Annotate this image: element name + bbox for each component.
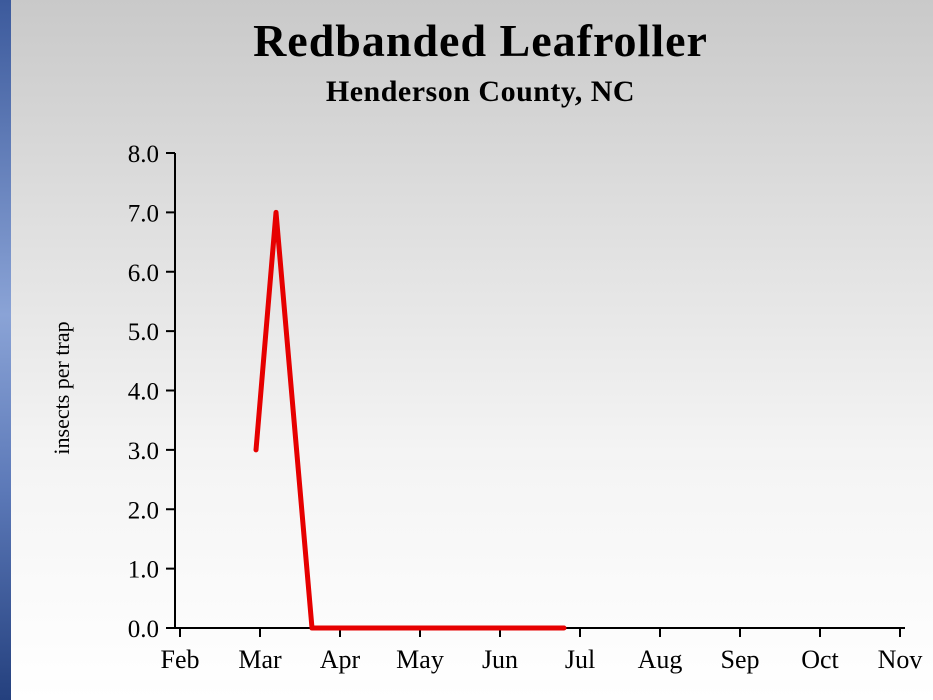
y-tick-label: 7.0	[128, 200, 159, 227]
chart-title: Redbanded Leafroller	[253, 15, 708, 66]
y-tick-label: 2.0	[128, 497, 159, 524]
y-tick-label: 5.0	[128, 319, 159, 346]
x-tick-label: Jul	[565, 645, 595, 674]
y-tick-label: 8.0	[128, 141, 159, 168]
x-tick-label: May	[396, 645, 444, 674]
y-tick-label: 0.0	[128, 616, 159, 643]
title-block: Redbanded Leafroller Henderson County, N…	[0, 15, 933, 109]
x-tick-label: Oct	[801, 645, 839, 674]
x-tick-label: Sep	[721, 645, 760, 674]
y-tick-label: 6.0	[128, 260, 159, 287]
series-line	[253, 209, 567, 631]
x-tick-label: Mar	[238, 645, 282, 674]
x-tick-label: Apr	[320, 645, 361, 674]
accent-strip	[0, 0, 11, 700]
y-tick-label: 4.0	[128, 379, 159, 406]
y-tick-label: 1.0	[128, 557, 159, 584]
x-tick-label: Aug	[638, 645, 683, 674]
chart-subtitle: Henderson County, NC	[325, 74, 636, 108]
x-tick-label: Jun	[482, 645, 518, 674]
y-tick-label: 3.0	[128, 438, 159, 465]
x-tick-label: Nov	[878, 645, 923, 674]
x-tick-label: Feb	[161, 645, 200, 674]
